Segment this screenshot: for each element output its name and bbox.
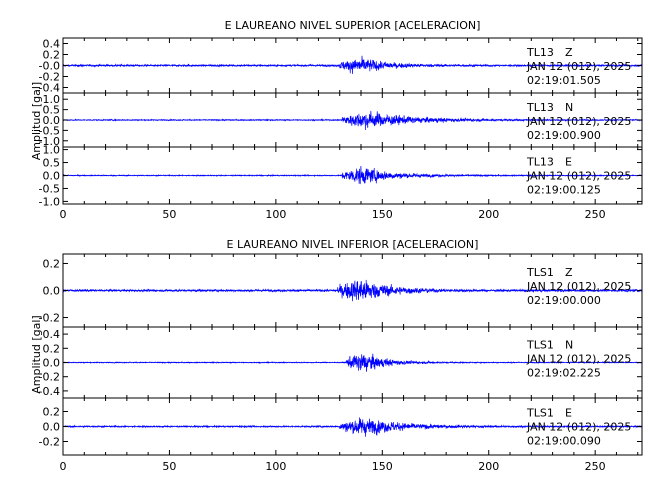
x-tick-label: 100 [265, 208, 286, 221]
record-time: 02:19:02.225 [527, 367, 601, 380]
y-tick-label: 1.0 [43, 144, 61, 157]
record-time: 02:19:01.505 [527, 74, 601, 87]
x-tick-label: 200 [478, 208, 499, 221]
waveform-trace [62, 110, 643, 131]
x-tick-label: 150 [372, 460, 393, 473]
record-time: 02:19:00.125 [527, 184, 601, 197]
station-code: TL13 [526, 156, 554, 169]
component-label: Z [565, 266, 573, 279]
record-time: 02:19:00.000 [527, 294, 601, 307]
x-tick-label: 0 [60, 208, 67, 221]
y-tick-label: -0.2 [39, 371, 60, 384]
component-label: N [565, 101, 573, 114]
y-tick-label: 0.4 [43, 328, 61, 341]
record-date: JAN 12 (012), 2025 [526, 280, 631, 293]
y-tick-label: -0.0 [39, 60, 60, 73]
station-code: TLS1 [526, 407, 554, 420]
y-tick-label: 0.2 [43, 49, 61, 62]
y-tick-label: 1.0 [43, 93, 61, 106]
x-tick-label: 250 [585, 208, 606, 221]
y-tick-label: -0.2 [39, 436, 60, 449]
waveform-trace [62, 417, 643, 437]
station-code: TL13 [526, 46, 554, 59]
y-tick-label: 0.2 [43, 257, 61, 270]
chart-title: E LAUREANO NIVEL SUPERIOR [ACELERACION] [225, 19, 481, 32]
waveform-trace [62, 55, 643, 74]
x-tick-label: 50 [162, 208, 176, 221]
waveform-trace [62, 166, 643, 185]
y-tick-label: -0.4 [39, 82, 60, 95]
y-tick-label: 0.4 [43, 38, 61, 51]
y-tick-label: 0.0 [43, 114, 61, 127]
station-code: TLS1 [526, 266, 554, 279]
component-label: E [565, 156, 572, 169]
y-tick-label: 0.2 [43, 406, 61, 419]
x-tick-label: 100 [265, 460, 286, 473]
y-tick-label: 0.0 [43, 170, 61, 183]
y-tick-label: -0.5 [39, 124, 60, 137]
station-code: TL13 [526, 101, 554, 114]
x-tick-label: 150 [372, 208, 393, 221]
y-tick-label: 0.0 [43, 357, 61, 370]
y-tick-label: 0.0 [43, 421, 61, 434]
record-time: 02:19:00.090 [527, 435, 601, 448]
component-label: N [565, 339, 573, 352]
x-tick-label: 50 [162, 460, 176, 473]
waveform-trace [62, 353, 643, 372]
y-tick-label: -0.2 [39, 312, 60, 325]
y-tick-label: -1.0 [39, 195, 60, 208]
y-tick-label: 0.5 [43, 104, 61, 117]
chart-title: E LAUREANO NIVEL INFERIOR [ACELERACION] [227, 238, 479, 251]
component-label: Z [565, 46, 573, 59]
x-tick-label: 0 [60, 460, 67, 473]
component-label: E [565, 407, 572, 420]
record-date: JAN 12 (012), 2025 [526, 421, 631, 434]
record-date: JAN 12 (012), 2025 [526, 353, 631, 366]
y-tick-label: 0.5 [43, 157, 61, 170]
waveform-trace [62, 279, 643, 302]
record-date: JAN 12 (012), 2025 [526, 60, 631, 73]
y-tick-label: -0.4 [39, 385, 60, 398]
y-axis-label: Amplitud [gal] [30, 82, 43, 160]
y-axis-label: Amplitud [gal] [30, 315, 43, 393]
y-tick-label: -0.5 [39, 182, 60, 195]
record-date: JAN 12 (012), 2025 [526, 170, 631, 183]
x-tick-label: 250 [585, 460, 606, 473]
record-time: 02:19:00.900 [527, 129, 601, 142]
record-date: JAN 12 (012), 2025 [526, 115, 631, 128]
y-tick-label: 0.2 [43, 342, 61, 355]
x-tick-label: 200 [478, 460, 499, 473]
y-tick-label: -0.2 [39, 71, 60, 84]
station-code: TLS1 [526, 339, 554, 352]
y-tick-label: -1.0 [39, 135, 60, 148]
y-tick-label: 0.0 [43, 285, 61, 298]
